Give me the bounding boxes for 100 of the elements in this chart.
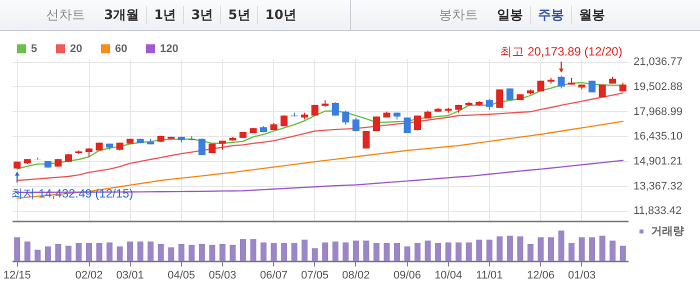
x-tick-label: 11/01: [476, 270, 503, 281]
bar: [86, 243, 92, 261]
y-tick-label: 11,833.42: [634, 205, 682, 218]
candlestick: [332, 102, 339, 116]
bar: [209, 244, 216, 261]
bar: [34, 250, 41, 261]
text: 일봉: [496, 7, 524, 24]
text: 주봉: [530, 6, 571, 24]
text: 월봉: [570, 6, 612, 24]
bar: [106, 242, 113, 261]
text: 선차트: [46, 7, 86, 24]
x-tick-label: 04/05: [168, 270, 196, 281]
x-tick-label: 12/06: [526, 270, 554, 281]
candlestick: [198, 138, 206, 156]
legend-label: 60: [115, 42, 128, 55]
candlestick: [218, 140, 226, 150]
bar: [589, 237, 596, 261]
bar: [55, 244, 62, 261]
bar: [332, 242, 338, 261]
bar: [137, 242, 144, 261]
bar: [240, 239, 246, 261]
bar: [456, 242, 462, 261]
bar: [24, 242, 30, 261]
y-tick-label: 14,901.21: [634, 156, 682, 168]
bar: [620, 246, 626, 261]
y-tick-label: 19,502.88: [634, 80, 682, 93]
bar: [281, 243, 288, 261]
bar: [517, 236, 524, 261]
y-tick-label: 21,036.77: [634, 56, 682, 68]
x-tick-label: 02/02: [75, 270, 103, 281]
bar: [538, 237, 544, 261]
legend-label: 120: [160, 42, 178, 55]
bar: [558, 230, 564, 261]
bar: [178, 244, 184, 261]
x-tick-label: 09/06: [394, 270, 422, 281]
text: 1년: [146, 6, 184, 24]
bar: [96, 243, 102, 261]
candlestick: [558, 75, 565, 89]
candlestick: [342, 110, 350, 126]
bar: [568, 243, 575, 261]
y-tick-label: 16,435.10: [634, 130, 682, 143]
line-series: [16, 92, 624, 182]
bar: [610, 240, 616, 261]
bar: [168, 247, 174, 261]
bar: [476, 240, 482, 261]
bar: [260, 242, 267, 261]
bar: [250, 239, 256, 261]
bar: [404, 246, 410, 261]
bar: [352, 240, 359, 261]
bar: [435, 243, 442, 261]
bar: [14, 237, 20, 261]
text: 5년: [220, 6, 258, 24]
bar: [270, 243, 277, 261]
legend-label: 20: [70, 42, 82, 55]
bar: [116, 246, 123, 261]
bar: [445, 242, 452, 261]
bar: [506, 236, 513, 261]
bar: [486, 240, 492, 261]
bar: [158, 244, 164, 261]
candlestick: [414, 114, 422, 131]
bar: [496, 236, 503, 261]
bar: [548, 237, 554, 261]
candlestick: [496, 88, 504, 108]
bar: [198, 244, 205, 261]
bar: [599, 236, 606, 261]
bar: [322, 242, 328, 261]
x-tick-label: 10/04: [434, 270, 462, 281]
x-tick-label: 05/03: [208, 270, 236, 281]
bar: [424, 240, 431, 261]
x-tick-label: 12/15: [3, 270, 31, 281]
bar: [363, 240, 370, 261]
bar: [578, 237, 585, 261]
x-tick-label: 07/05: [301, 270, 329, 281]
text: 3년: [183, 6, 220, 24]
bar: [342, 242, 349, 261]
bar: [219, 244, 226, 261]
text: 봉차트: [438, 7, 478, 24]
bar: [527, 244, 534, 261]
bar: [302, 240, 308, 261]
candlestick: [598, 84, 606, 98]
x-tick-label: 03/01: [116, 270, 144, 281]
bar: [127, 242, 134, 261]
legend-label: 거래량: [651, 226, 684, 238]
bar: [148, 242, 154, 261]
bar: [373, 243, 380, 261]
bar: [466, 242, 472, 261]
bar: [76, 243, 82, 261]
bar: [188, 244, 195, 261]
bar: [291, 243, 298, 261]
candlestick: [486, 98, 493, 110]
y-tick-label: 17,968.99: [634, 106, 682, 118]
candlestick: [537, 80, 544, 92]
candlestick: [352, 117, 360, 132]
y-tick-label: 13,367.32: [634, 180, 682, 192]
x-tick-label: 08/02: [342, 270, 370, 281]
x-tick-label: 01/03: [568, 270, 596, 281]
bar: [44, 246, 51, 261]
bar: [414, 243, 421, 261]
legend-label: 5: [31, 42, 38, 55]
bar: [65, 246, 72, 261]
